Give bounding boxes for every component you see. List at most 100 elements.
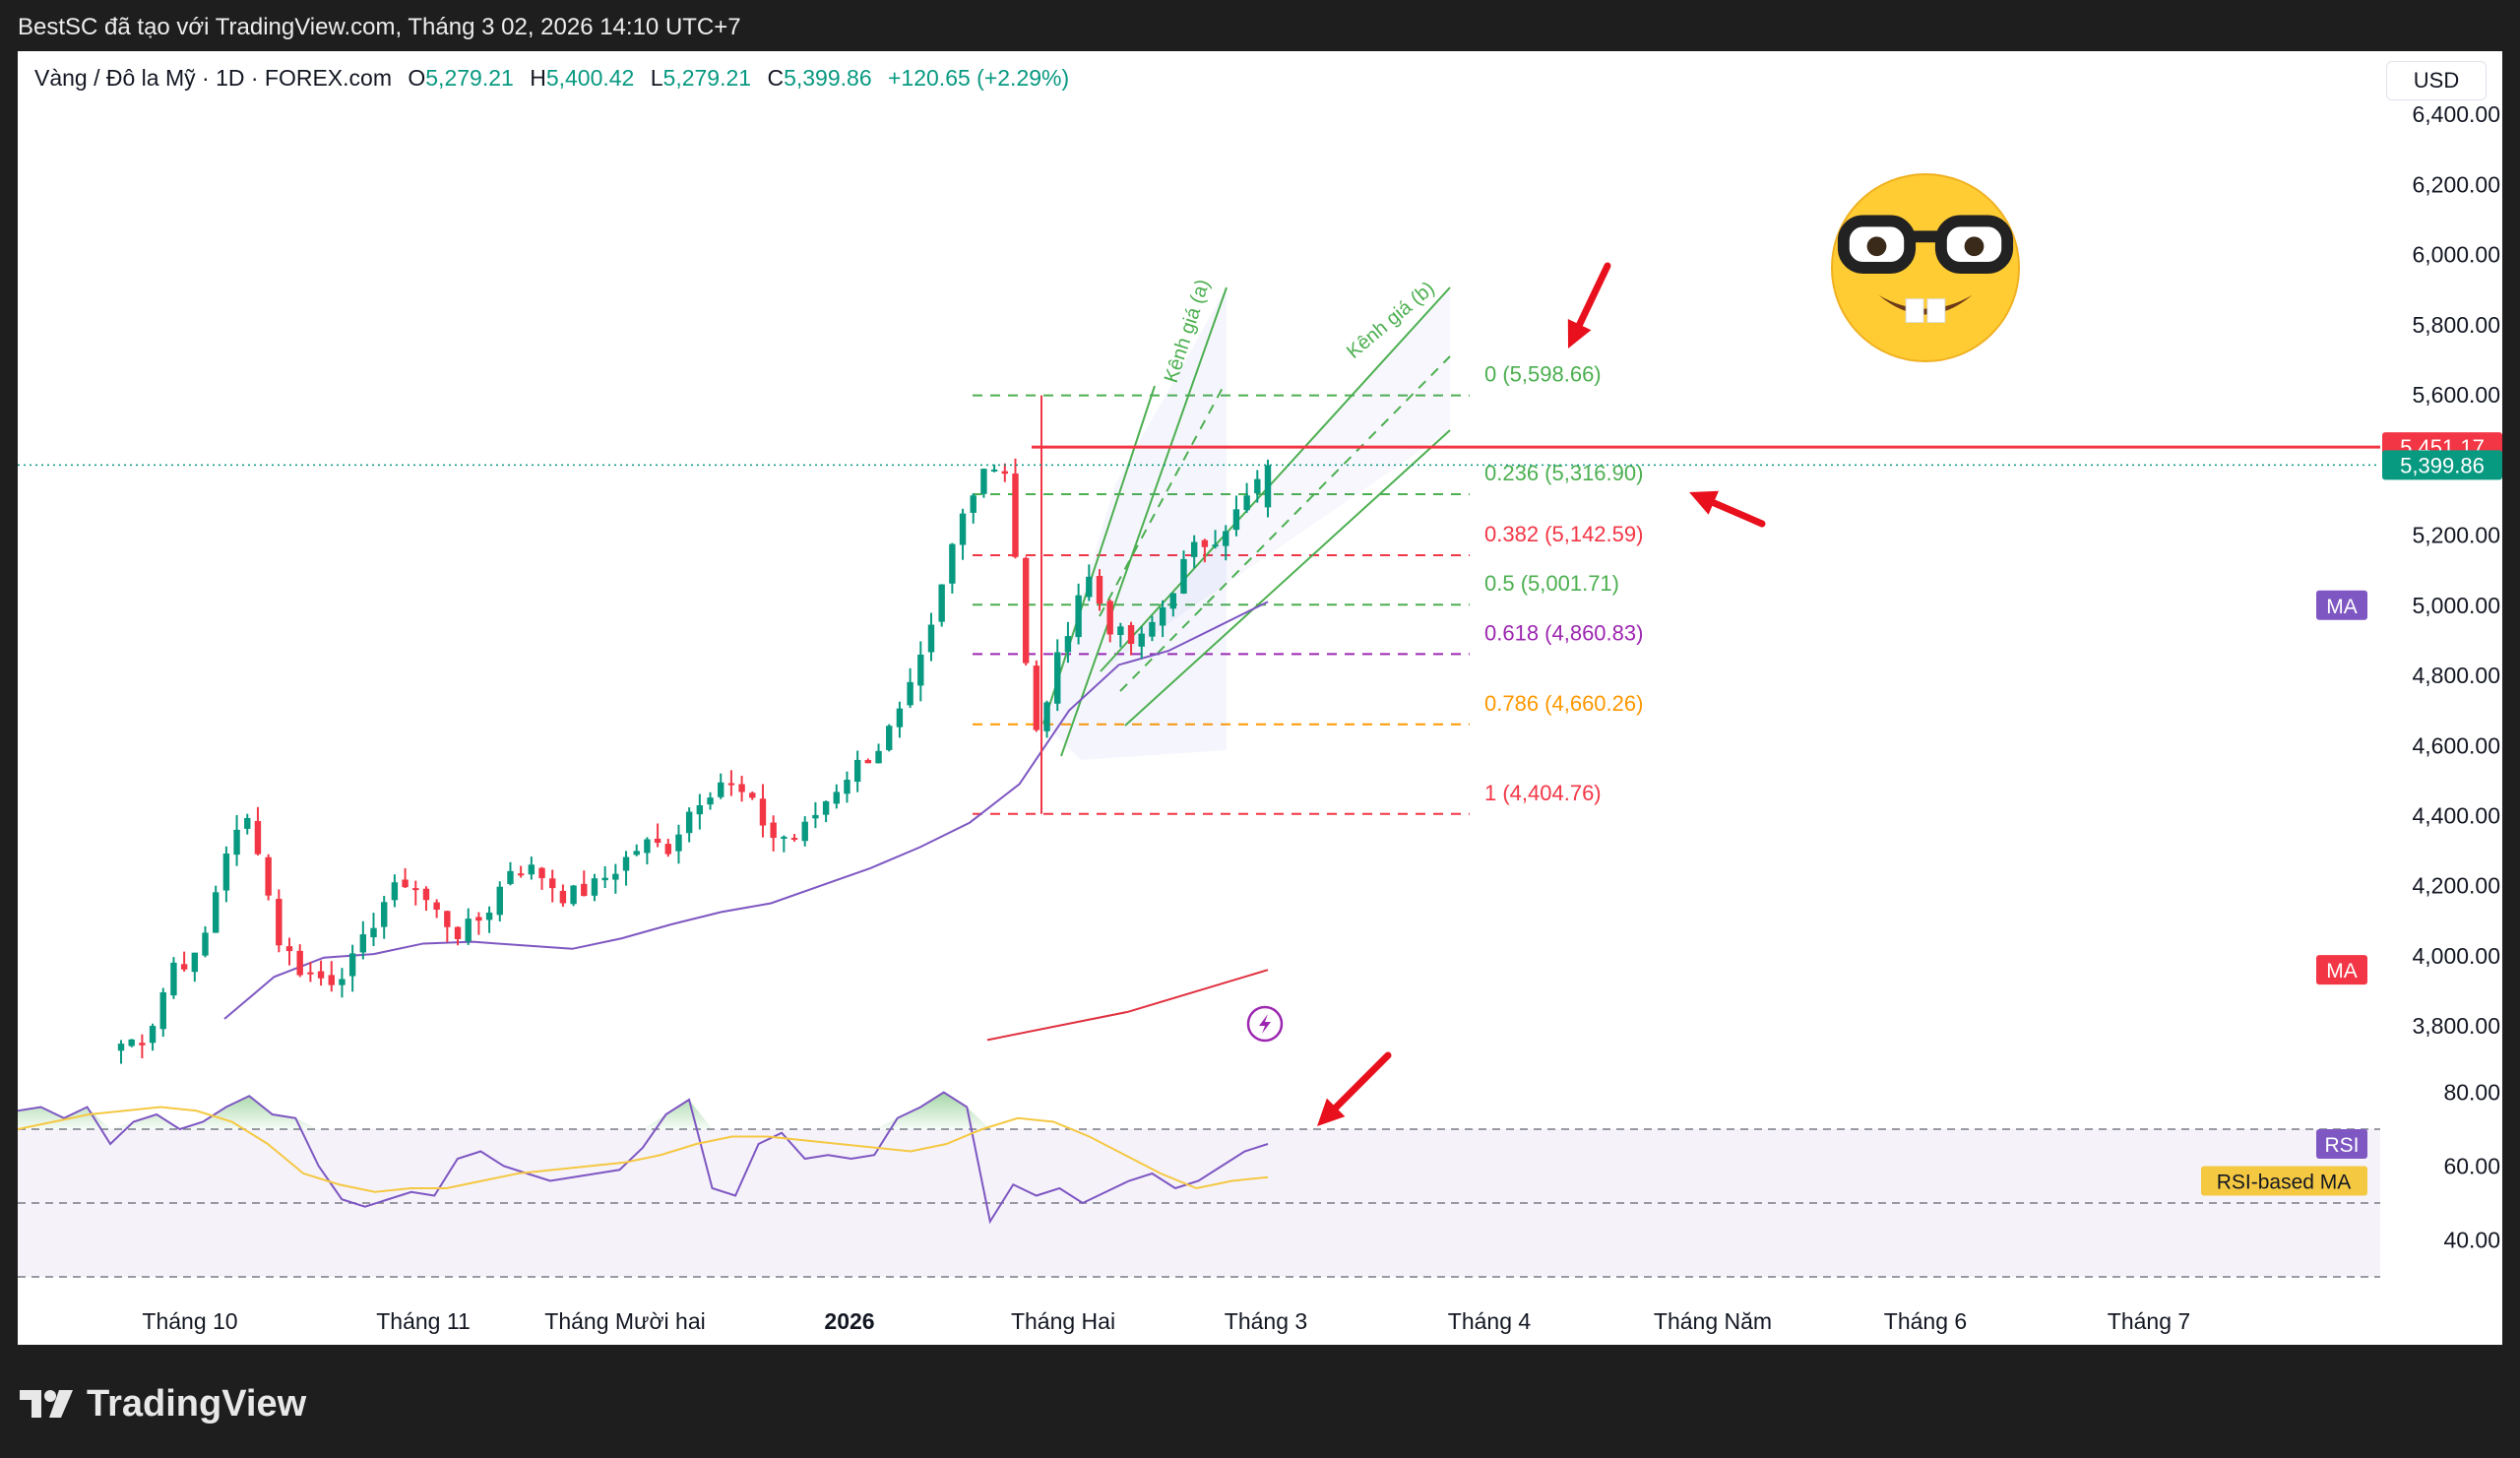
low-value: 5,279.21 <box>662 65 752 91</box>
candle-body <box>328 975 335 985</box>
rsi-ma-line <box>18 1106 1269 1193</box>
ma-badge <box>2316 590 2367 620</box>
time-axis-label: Tháng 3 <box>1225 1308 1307 1334</box>
fib-level-label: 1 (4,404.76) <box>1484 781 1602 805</box>
candle-body <box>938 584 945 622</box>
candle-body <box>644 839 651 854</box>
annotation-arrow-shaft <box>1570 262 1611 340</box>
chart-canvas[interactable]: 0 (5,598.66) 0.236 (5,316.90) 0.382 (5,142… <box>18 51 2502 1345</box>
candle-body <box>412 888 419 891</box>
candle-body <box>801 821 808 842</box>
candle-body <box>844 780 850 794</box>
candle-body <box>970 495 976 513</box>
chart-header: BestSC đã tạo với TradingView.com, Tháng… <box>0 0 2520 51</box>
candle-body <box>591 878 598 896</box>
candle-body <box>454 926 462 939</box>
price-tick-label: 6,200.00 <box>2412 171 2500 197</box>
close-label: C <box>767 65 785 91</box>
candle-body <box>990 469 998 472</box>
candle-body <box>875 750 882 764</box>
time-axis-label: Tháng 6 <box>1884 1308 1967 1334</box>
candle-body <box>1180 558 1187 594</box>
fib-level-label: 0.382 (5,142.59) <box>1484 522 1643 546</box>
annotation-arrow-head <box>1317 1098 1346 1126</box>
candle-body <box>907 681 914 706</box>
candle-body <box>707 797 714 805</box>
symbol-name[interactable]: Vàng / Đô la Mỹ · 1D · FOREX.com <box>34 65 392 91</box>
price-tick-label: 5,200.00 <box>2412 523 2500 548</box>
chart-panel[interactable]: 0 (5,598.66) 0.236 (5,316.90) 0.382 (5,142… <box>18 51 2502 1345</box>
candle-body <box>654 838 662 844</box>
candle-body <box>307 972 314 975</box>
candle-body <box>980 469 987 494</box>
candle-body <box>1212 544 1219 547</box>
time-axis-label: Tháng Năm <box>1654 1308 1772 1334</box>
candle-body <box>444 911 451 927</box>
rsi-ma-badge <box>2201 1166 2367 1196</box>
time-axis-label: Tháng 10 <box>142 1308 237 1334</box>
candle-body <box>1138 633 1145 647</box>
candle-body <box>265 856 272 896</box>
fib-level-label: 0.5 (5,001.71) <box>1484 571 1619 596</box>
price-tick-label: 4,800.00 <box>2412 663 2500 688</box>
rsi-badge <box>2316 1129 2367 1159</box>
rsi-line <box>18 1091 1269 1225</box>
channel-line <box>1124 429 1451 727</box>
lightning-icon-bolt <box>1259 1014 1271 1034</box>
candle-body <box>128 1039 135 1046</box>
price-label-badge <box>2382 450 2502 480</box>
candle-body <box>465 919 472 942</box>
candle-body <box>727 783 735 786</box>
price-tick-label: 6,400.00 <box>2412 101 2500 127</box>
ma-badge-text: MA <box>2326 596 2358 618</box>
open-value: 5,279.21 <box>425 65 514 91</box>
rsi-overbought-fill <box>18 1092 1268 1129</box>
candle-body <box>812 814 819 819</box>
ma-badge-text: MA <box>2326 960 2358 983</box>
rsi-tick-label: 80.00 <box>2443 1080 2500 1106</box>
candle-body <box>833 792 840 804</box>
time-axis-label: Tháng 11 <box>376 1308 470 1334</box>
candle-body <box>149 1026 157 1044</box>
nerd-face-emoji-icon <box>1830 172 2021 363</box>
candle-body <box>285 946 293 952</box>
low-label: L <box>650 65 663 91</box>
price-tick-label: 6,000.00 <box>2412 242 2500 268</box>
change-value: +120.65 (+2.29%) <box>888 65 1070 91</box>
candle-body <box>1201 539 1209 547</box>
candle-body <box>853 759 861 783</box>
channel-line <box>1042 385 1156 725</box>
candle-body <box>391 882 399 901</box>
candle-body <box>927 624 935 653</box>
candle-body <box>864 759 872 764</box>
candle-body <box>507 870 514 884</box>
candle-body <box>139 1043 146 1046</box>
candle-body <box>738 784 745 792</box>
close-value: 5,399.86 <box>784 65 872 91</box>
candle-body <box>759 798 767 826</box>
candle-body <box>244 817 251 829</box>
candle-body <box>1054 652 1061 704</box>
candle-body <box>559 890 567 904</box>
candle-body <box>1064 636 1072 653</box>
price-tick-label: 4,400.00 <box>2412 802 2500 828</box>
candle-body <box>180 964 188 970</box>
candle-body <box>296 950 303 976</box>
currency-button[interactable]: USD <box>2386 61 2487 100</box>
candle-body <box>1254 478 1261 494</box>
candle-body <box>633 851 640 856</box>
candle-body <box>475 917 482 921</box>
candle-body <box>581 883 588 897</box>
candle-body <box>359 934 367 953</box>
lightning-icon <box>1246 1005 1284 1043</box>
candle-body <box>1264 465 1272 508</box>
candle-body <box>675 834 682 852</box>
candle-body <box>380 902 388 927</box>
channel-line <box>1100 286 1451 672</box>
candle-body <box>433 902 440 911</box>
candle-body <box>117 1044 125 1051</box>
fib-level-label: 0.786 (4,660.26) <box>1484 691 1643 716</box>
candle-body <box>685 811 693 834</box>
channel-a-fill <box>1043 287 1227 760</box>
candle-body <box>233 829 240 856</box>
